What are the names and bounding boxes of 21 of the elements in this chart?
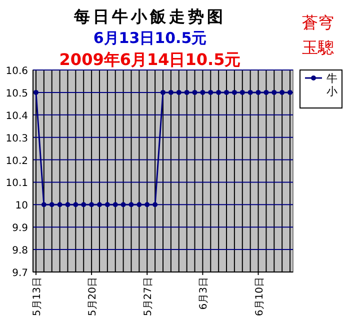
y-tick-label: 10.6 <box>6 66 28 77</box>
text: 蒼穹 <box>302 13 334 32</box>
y-tick-label: 10 <box>15 200 28 212</box>
chart-title: 每日牛小飯走势图 <box>73 7 226 26</box>
text: 玉驄 <box>302 38 334 57</box>
y-tick-label: 9.7 <box>12 268 28 279</box>
y-tick-label: 10.2 <box>6 156 28 167</box>
text: 2009年6月14日10.5元 <box>59 50 241 69</box>
y-tick-label: 9.9 <box>12 223 28 234</box>
y-tick-label: 10.3 <box>6 133 28 144</box>
y-tick-label: 10.5 <box>6 88 28 100</box>
x-tick-label: 5月20日 <box>88 277 99 316</box>
chart-subtitle: 6月13日10.5元 <box>93 29 207 47</box>
y-tick-label: 9.8 <box>12 246 28 257</box>
x-tick-label: 6月10日 <box>254 277 266 316</box>
x-tick-label: 5月27日 <box>143 277 154 316</box>
y-tick-label: 10.1 <box>6 178 28 190</box>
legend-label: 牛小 <box>326 72 338 98</box>
y-tick-label: 10.4 <box>6 110 28 122</box>
x-tick-label: 6月3日 <box>198 277 210 310</box>
x-tick-label: 5月13日 <box>32 277 43 316</box>
